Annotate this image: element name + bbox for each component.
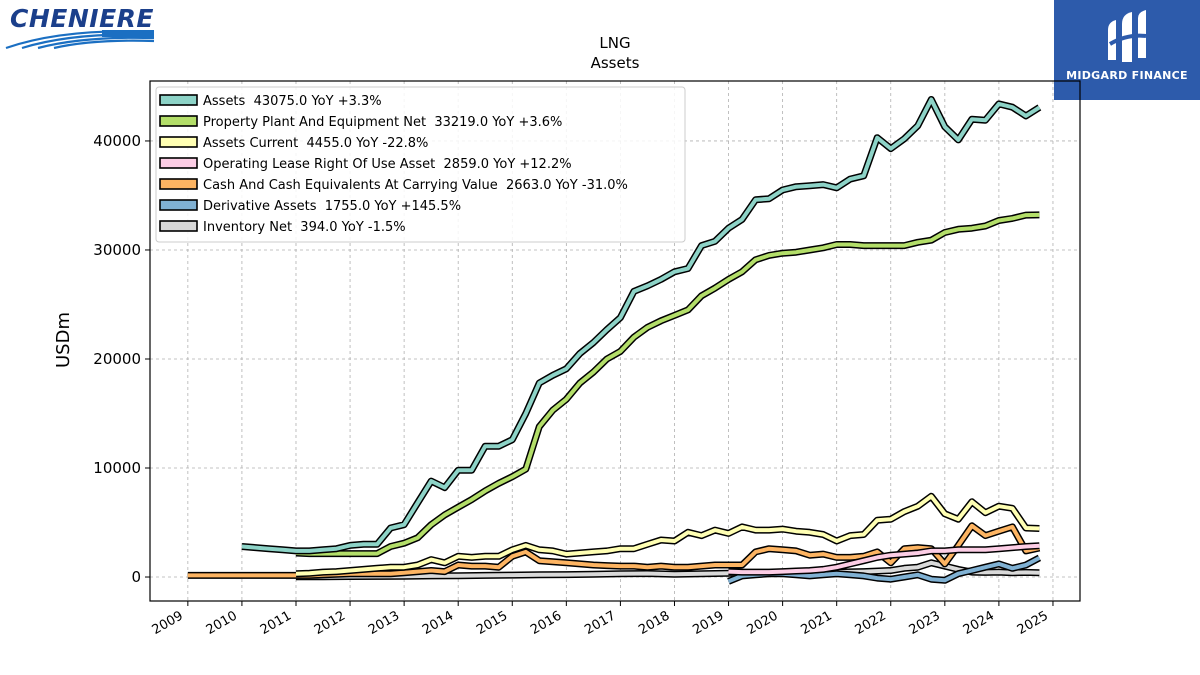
legend-label: Cash And Cash Equivalents At Carrying Va… <box>203 178 628 193</box>
legend-label: Derivative Assets 1755.0 YoY +145.5% <box>203 199 461 214</box>
chart-subtitle: Assets <box>591 54 640 72</box>
legend-swatch <box>159 157 198 169</box>
legend-label: Property Plant And Equipment Net 33219.0… <box>203 115 562 130</box>
x-tick-label: 2021 <box>799 608 835 638</box>
midgard-emblem-icon <box>1108 10 1147 62</box>
series-line <box>728 543 1040 575</box>
y-tick-label: 40000 <box>93 132 141 150</box>
legend-swatch <box>159 178 198 190</box>
x-tick-label: 2019 <box>690 608 726 638</box>
legend: Assets 43075.0 YoY +3.3% Property Plant A… <box>155 86 686 243</box>
series-2 <box>295 492 1040 578</box>
x-tick-label: 2025 <box>1015 608 1051 638</box>
series-line <box>241 97 1041 553</box>
x-tick-label: 2016 <box>528 608 564 638</box>
chart-title: LNG <box>599 34 630 52</box>
series-1 <box>295 211 1040 558</box>
x-tick-label: 2017 <box>582 608 618 638</box>
x-tick-label: 2024 <box>961 608 997 638</box>
cheniere-logo-text: CHENIERE <box>10 4 154 33</box>
midgard-finance-text: MIDGARD FINANCE <box>1066 69 1188 82</box>
x-tick-label: 2020 <box>744 608 780 638</box>
x-tick-label: 2023 <box>907 608 943 638</box>
x-tick-label: 2018 <box>636 608 672 638</box>
legend-swatch <box>159 115 198 127</box>
midgard-finance-logo: MIDGARD FINANCE <box>1054 0 1200 100</box>
legend-box <box>155 86 686 243</box>
series-0 <box>241 96 1042 555</box>
x-tick-label: 2022 <box>853 608 889 638</box>
series-lines <box>187 96 1042 585</box>
x-tick-label: 2014 <box>420 608 456 638</box>
legend-swatch <box>159 220 198 232</box>
x-tick-label: 2011 <box>258 608 294 638</box>
legend-label: Inventory Net 394.0 YoY -1.5% <box>203 220 406 235</box>
series-line <box>295 494 1040 576</box>
y-axis-label: USDm <box>53 312 74 368</box>
legend-label: Assets 43075.0 YoY +3.3% <box>203 94 382 109</box>
x-tick-label: 2013 <box>366 608 402 638</box>
series-3 <box>728 542 1040 576</box>
x-tick-label: 2009 <box>150 608 186 638</box>
x-tick-label: 2012 <box>312 608 348 638</box>
y-tick-label: 20000 <box>93 350 141 368</box>
x-tick-label: 2010 <box>204 608 240 638</box>
y-tick-label: 10000 <box>93 459 141 477</box>
cheniere-swoosh-icon <box>5 30 155 50</box>
x-tick-label: 2015 <box>474 608 510 638</box>
plot-frame <box>149 80 1081 602</box>
legend-label: Operating Lease Right Of Use Asset 2859.… <box>203 157 572 172</box>
series-line <box>295 212 1040 556</box>
y-tick-label: 30000 <box>93 241 141 259</box>
legend-swatch <box>159 136 198 148</box>
y-tick-label: 0 <box>131 568 141 586</box>
legend-label: Assets Current 4455.0 YoY -22.8% <box>203 136 428 151</box>
legend-swatch <box>159 94 198 106</box>
legend-swatch <box>159 199 198 211</box>
cheniere-logo: CHENIERE <box>4 2 156 50</box>
